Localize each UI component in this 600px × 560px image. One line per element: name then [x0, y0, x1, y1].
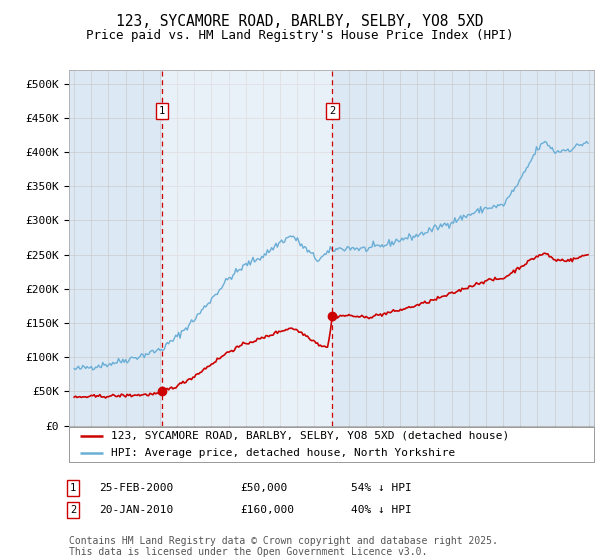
Text: 2: 2: [70, 505, 76, 515]
Text: 1: 1: [70, 483, 76, 493]
Text: HPI: Average price, detached house, North Yorkshire: HPI: Average price, detached house, Nort…: [111, 448, 455, 458]
Text: 20-JAN-2010: 20-JAN-2010: [99, 505, 173, 515]
Bar: [162, 70, 332, 426]
Text: 2: 2: [329, 106, 335, 116]
Text: 1: 1: [159, 106, 165, 116]
Text: £50,000: £50,000: [240, 483, 287, 493]
Text: 25-FEB-2000: 25-FEB-2000: [99, 483, 173, 493]
Text: Price paid vs. HM Land Registry's House Price Index (HPI): Price paid vs. HM Land Registry's House …: [86, 29, 514, 42]
Text: 54% ↓ HPI: 54% ↓ HPI: [351, 483, 412, 493]
Text: £160,000: £160,000: [240, 505, 294, 515]
Text: Contains HM Land Registry data © Crown copyright and database right 2025.
This d: Contains HM Land Registry data © Crown c…: [69, 535, 498, 557]
Text: 40% ↓ HPI: 40% ↓ HPI: [351, 505, 412, 515]
Text: 123, SYCAMORE ROAD, BARLBY, SELBY, YO8 5XD: 123, SYCAMORE ROAD, BARLBY, SELBY, YO8 5…: [116, 14, 484, 29]
Text: 123, SYCAMORE ROAD, BARLBY, SELBY, YO8 5XD (detached house): 123, SYCAMORE ROAD, BARLBY, SELBY, YO8 5…: [111, 431, 509, 441]
